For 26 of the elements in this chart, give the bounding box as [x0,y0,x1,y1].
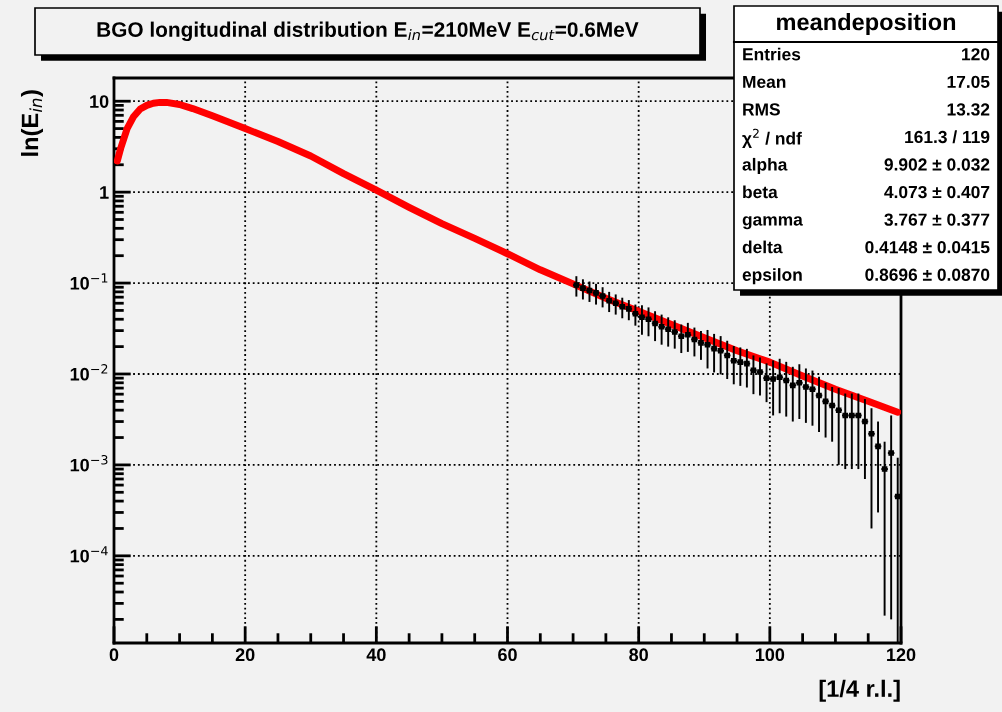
text: delta 0.4148 ± 0.0415 [742,240,990,254]
text: Mean 17.05 [743,75,990,88]
y-tick-label: 10$^{−3}$ [70,455,108,472]
text: Entries 120 [743,47,990,61]
y-tick-label: 1 [100,186,109,199]
text: gamma 3.767 ± 0.377 [742,213,990,230]
y-tick-label: 10$^{−2}$ [70,364,108,381]
text: alpha 9.902 ± 0.032 [742,157,990,175]
x-axis-title: [1/4 r.l.] [819,679,900,702]
y-tick-label: 10$^{−4}$ [70,546,108,563]
text: beta 4.073 ± 0.407 [743,185,990,199]
x-tick-label: 0 [109,648,119,662]
y-axis-title: ln(E$_{in}$) [20,90,43,156]
x-tick-label: 60 [498,648,517,662]
y-tick-label: 10$^{−1}$ [70,273,108,290]
text: epsilon 0.8696 ± 0.0870 [742,268,990,285]
text: meandeposition [777,13,956,35]
text: RMS 13.32 [743,103,990,116]
y-tick-label: 10 [90,95,109,108]
x-tick-label: 20 [235,648,255,662]
x-tick-label: 40 [366,648,386,662]
text: χ$^{2}$ / ndf 161.3 / 119 [742,128,990,148]
chart-title: BGO longitudinal distribution E$_{in}$=210MeV E$_{cut}$=0.6MeV [97,21,639,42]
x-tick-label: 120 [887,648,916,662]
x-tick-label: 100 [755,648,785,662]
x-tick-label: 80 [629,648,648,662]
